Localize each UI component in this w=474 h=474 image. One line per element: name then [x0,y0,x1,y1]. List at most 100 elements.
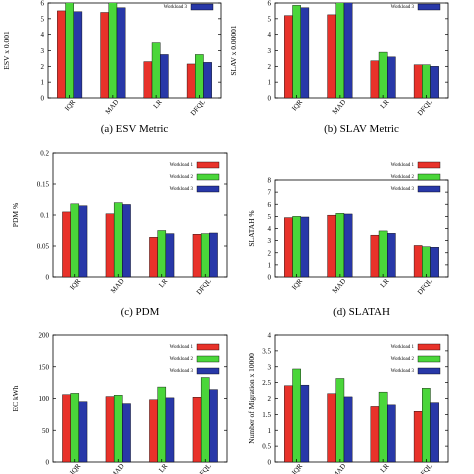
x-tick-label: LR [152,98,164,110]
legend: Workload 3 [391,3,441,11]
legend: Workload 1 Workload 2 Workload 3 [170,343,220,375]
bar-workload-1-dfql [413,64,423,99]
bars [284,368,439,463]
legend-swatch [417,3,441,11]
x-tick-label: IQR [68,277,82,292]
y-axis-label: ESV x 0.001 [2,31,11,70]
bar-workload-3-mad [343,396,353,463]
bar-workload-2-iqr [70,203,80,278]
y-tick-label: 0.15 [37,181,50,189]
y-tick-label: 1 [268,79,272,87]
bar-workload-2-dfql [422,246,431,278]
bar-workload-1-iqr [284,15,293,99]
y-tick-label: 2 [268,395,272,403]
bar-workload-1-dfql [192,397,202,463]
bar-workload-2-mad [335,378,345,463]
bar-workload-1-iqr [284,385,293,463]
bar-workload-1-lr [370,234,380,278]
bar-workload-2-lr [378,230,388,278]
y-tick-label: 4 [268,332,272,340]
bar-workload-1-mad [327,14,336,99]
x-tick-label: IQR [63,98,77,113]
bar-workload-2-iqr [65,3,74,99]
legend-swatch [196,161,220,169]
y-tick-label: 0.1 [40,212,49,220]
legend-swatch [196,185,220,193]
bar-workload-2-dfql [200,233,210,278]
bar-workload-1-lr [370,406,380,463]
bar-workload-2-dfql [200,377,210,463]
bars [62,377,218,463]
legend-label: Workload 1 [170,163,194,168]
x-tick-label: IQR [68,462,82,474]
legend: Workload 1 Workload 2 Workload 3 [170,161,220,193]
y-tick-label: 2.5 [262,379,271,387]
x-tick-label: DFQL [189,98,207,117]
x-tick-label: MAD [109,277,126,295]
y-tick-label: 0 [46,459,50,467]
y-tick-label: 7 [268,189,272,197]
legend: Workload 1 Workload 2 Workload 3 [391,343,441,375]
legend-label: Workload 1 [391,163,415,168]
x-tick-label: LR [157,462,169,474]
bar-workload-3-dfql [430,66,439,99]
legend-label: Workload 3 [170,369,194,374]
bar-workload-2-lr [378,391,388,463]
legend: Workload 1 Workload 2 Workload 3 [391,161,441,193]
bar-workload-2-mad [113,202,123,278]
bar-workload-2-lr [157,230,167,278]
y-tick-label: 0.5 [262,443,271,451]
legend: Workload 3 [164,3,214,11]
y-tick-label: 0 [268,274,272,282]
legend-label: Workload 3 [164,5,188,10]
legend-swatch [190,3,214,11]
x-tick-label: DFQL [195,462,213,474]
bar-workload-3-iqr [300,7,310,99]
bar-workload-2-dfql [422,64,431,99]
bar-workload-3-iqr [73,11,83,99]
y-tick-label: 0.2 [40,150,49,158]
y-axis-label: SLATAH % [247,210,256,246]
bar-workload-2-lr [151,42,161,99]
y-axis-label: EC kWh [11,385,20,411]
bar-workload-3-lr [387,56,396,99]
x-tick-label: LR [379,98,391,110]
legend-label: Workload 3 [391,187,415,192]
y-tick-label: 0 [268,459,272,467]
x-tick-label: DFQL [416,462,434,474]
legend-swatch [196,343,220,351]
legend-swatch [417,367,441,375]
x-tick-label: LR [157,277,169,289]
bar-workload-2-mad [335,3,345,99]
y-tick-label: 0 [41,95,45,103]
x-tick-label: LR [379,277,391,289]
y-tick-label: 5 [268,15,272,23]
legend-label: Workload 3 [391,5,415,10]
legend-swatch [417,173,441,181]
bar-workload-1-iqr [62,211,71,278]
chart-panel-1: 0 1 2 3 4 5 6 ESV x 0.001 IQR MAD LR DFQL Workload 3… [2,0,222,135]
legend-label: Workload 1 [391,345,415,350]
legend-label: Workload 2 [391,175,415,180]
x-tick-label: MAD [331,98,348,116]
legend-label: Workload 2 [391,357,415,362]
x-tick-label: DFQL [416,277,434,296]
chart-panel-5: 0 50 100 150 200 EC kWh IQR MAD LR DFQL Workload 1… [11,332,228,474]
y-axis-label: SLAV x 0.00001 [229,25,238,76]
panel-caption: (c) PDM [121,306,160,318]
bar-workload-2-iqr [292,5,301,99]
y-tick-label: 6 [41,0,45,8]
bar-workload-3-iqr [300,216,310,278]
y-tick-label: 0.05 [37,243,50,251]
x-tick-label: MAD [109,462,126,474]
legend-swatch [196,355,220,363]
bar-workload-1-lr [149,399,158,463]
y-axis-label: Number of Migration x 10000 [247,353,256,444]
y-axis-label: PDM % [11,203,20,227]
y-tick-label: 3 [268,237,272,245]
y-tick-label: 1 [268,427,272,435]
x-tick-label: DFQL [195,277,213,296]
y-tick-label: 50 [42,427,50,435]
y-tick-label: 3.5 [262,347,271,355]
